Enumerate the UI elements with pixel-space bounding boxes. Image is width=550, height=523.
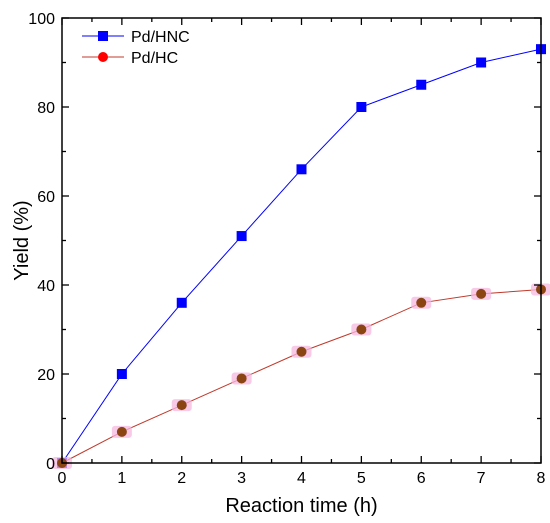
data-point-square (296, 164, 307, 175)
series-line (61, 48, 542, 464)
data-point-circle (176, 400, 187, 411)
legend-entry-1: Pd/HNC (82, 29, 190, 46)
data-point-square (476, 57, 487, 68)
data-point-circle (416, 297, 427, 308)
x-tick-label: 1 (117, 470, 126, 487)
legend-marker-circle (98, 52, 108, 62)
y-tick-label: 60 (37, 189, 55, 206)
series-2 (52, 283, 550, 469)
x-tick-label: 5 (357, 470, 366, 487)
data-point-circle (476, 288, 487, 299)
legend-label: Pd/HC (131, 50, 178, 67)
x-tick-label: 2 (177, 470, 186, 487)
legend-marker-square (98, 31, 108, 41)
data-point-circle (356, 324, 367, 335)
data-point-square (176, 297, 187, 308)
x-tick-label: 3 (237, 470, 246, 487)
data-point-square (416, 79, 427, 90)
y-axis-label: Yield (%) (11, 200, 33, 280)
legend: Pd/HNC Pd/HC (82, 29, 190, 67)
legend-label: Pd/HNC (131, 29, 190, 46)
data-point-circle (296, 346, 307, 357)
data-point-square (356, 102, 367, 112)
plot-frame (61, 17, 542, 464)
series-1 (57, 44, 546, 468)
data-point-square (236, 231, 247, 242)
x-tick-label: 7 (477, 470, 486, 487)
data-point-square (116, 369, 127, 379)
y-tick-label: 100 (28, 11, 55, 28)
y-tick-label: 20 (37, 367, 55, 384)
y-tick-label: 80 (37, 100, 55, 117)
y-tick-label: 0 (46, 456, 55, 473)
x-tick-label: 0 (58, 470, 67, 487)
legend-entry-2: Pd/HC (82, 50, 178, 67)
chart-marks (52, 44, 550, 469)
data-point-circle (236, 373, 247, 384)
x-tick-label: 6 (417, 470, 426, 487)
series-line (61, 288, 542, 464)
data-point-circle (116, 426, 127, 437)
x-tick-label: 4 (297, 470, 306, 487)
x-tick-label: 8 (537, 470, 546, 487)
y-tick-label: 40 (37, 278, 55, 295)
x-axis-label: Reaction time (h) (225, 495, 377, 517)
